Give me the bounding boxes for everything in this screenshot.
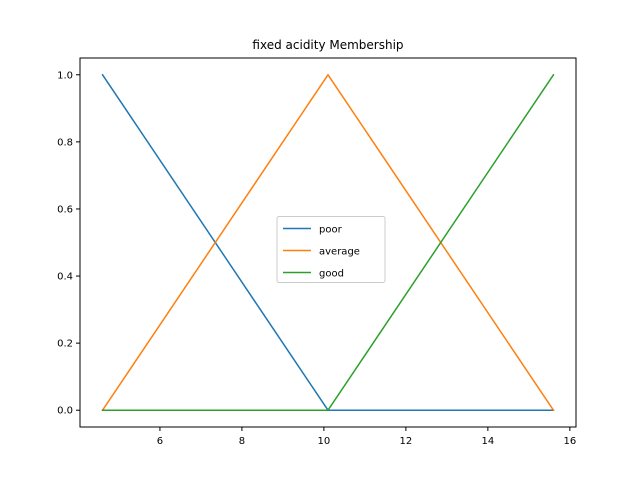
- legend-label-poor: poor: [319, 225, 343, 236]
- chart-title: fixed acidity Membership: [252, 38, 403, 52]
- legend-label-good: good: [319, 269, 344, 280]
- series-line-good: [101, 73, 555, 411]
- x-axis: 6 8 10 12 14 16: [157, 427, 576, 447]
- legend: poor average good: [276, 216, 386, 283]
- x-tick-label: 8: [239, 436, 245, 447]
- y-tick-label: 0.6: [57, 204, 73, 215]
- legend-label-average: average: [319, 247, 360, 258]
- y-tick-label: 1.0: [57, 70, 73, 81]
- x-tick-label: 6: [157, 436, 163, 447]
- y-tick-label: 0.2: [57, 339, 73, 350]
- series-line-average: [101, 74, 555, 412]
- x-tick-label: 14: [482, 436, 495, 447]
- y-tick-label: 0.8: [57, 137, 73, 148]
- y-axis: 0.0 0.2 0.4 0.6 0.8 1.0: [57, 70, 80, 417]
- x-tick-label: 10: [318, 436, 331, 447]
- x-tick-label: 12: [400, 436, 413, 447]
- y-tick-label: 0.0: [57, 406, 73, 417]
- legend-box: [276, 216, 386, 283]
- plot-lines: [101, 73, 555, 412]
- y-tick-label: 0.4: [57, 272, 73, 283]
- x-tick-label: 16: [563, 436, 576, 447]
- plot-frame: [79, 57, 577, 428]
